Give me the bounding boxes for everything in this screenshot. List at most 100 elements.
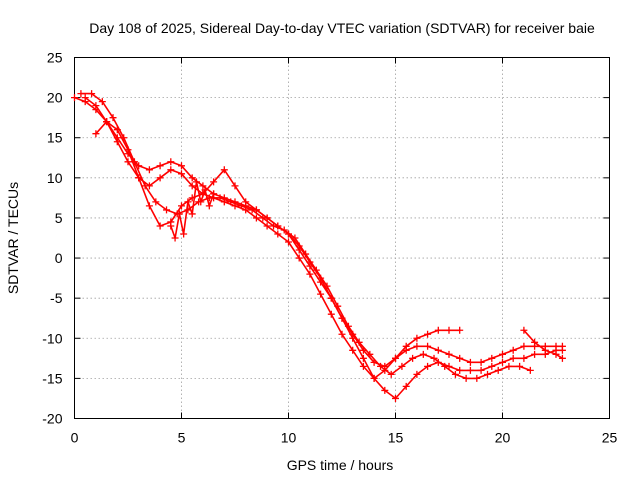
data-point: [424, 342, 432, 350]
data-point: [98, 98, 106, 106]
data-point: [274, 222, 282, 230]
series-line: [95, 120, 461, 380]
y-tick-label: 20: [47, 90, 63, 106]
data-point: [466, 366, 474, 374]
data-point: [192, 178, 200, 186]
data-point: [231, 182, 239, 190]
y-tick-label: -15: [42, 370, 62, 386]
data-point: [327, 294, 335, 302]
data-point: [178, 202, 185, 210]
data-point: [349, 346, 357, 354]
data-point: [445, 350, 453, 358]
chart-title: Day 108 of 2025, Sidereal Day-to-day VTE…: [89, 20, 595, 36]
data-point: [88, 90, 96, 98]
data-point: [109, 114, 117, 122]
y-tick-label: 5: [55, 210, 63, 226]
data-point: [520, 342, 528, 350]
axis-ticks: 0 5 10 15 20 25 -20 -15 -10 -5 0 5 10 15 20 25: [42, 50, 617, 446]
data-point: [156, 162, 164, 170]
data-point: [531, 338, 539, 346]
data-point: [156, 174, 164, 182]
plot-frame: [74, 57, 610, 419]
data-point: [434, 326, 442, 334]
y-tick-label: 0: [55, 250, 63, 266]
data-point: [516, 362, 524, 370]
data-point: [145, 202, 153, 210]
data-point: [178, 170, 185, 178]
data-point: [499, 358, 506, 366]
data-point: [199, 182, 207, 190]
data-point: [477, 366, 485, 374]
x-tick-label: 25: [602, 430, 618, 446]
data-point: [113, 126, 121, 134]
data-point: [197, 198, 205, 206]
data-point: [171, 234, 179, 242]
data-point: [188, 182, 196, 190]
data-point: [445, 326, 453, 334]
data-point: [484, 370, 492, 378]
y-tick-label: 10: [47, 170, 63, 186]
data-point: [434, 346, 442, 354]
series-line: [80, 92, 532, 380]
data-point: [505, 362, 513, 370]
data-point: [220, 166, 228, 174]
x-tick-label: 10: [281, 430, 297, 446]
data-point: [370, 358, 378, 366]
series-group: [71, 90, 566, 402]
data-point: [175, 210, 183, 218]
data-point: [210, 178, 218, 186]
y-tick-label: 25: [47, 50, 63, 66]
data-point: [499, 350, 506, 358]
data-point: [295, 254, 303, 262]
data-point: [220, 198, 228, 206]
data-point: [456, 366, 464, 374]
data-point: [201, 186, 209, 194]
data-point: [113, 138, 121, 146]
data-point: [419, 350, 427, 358]
data-point: [242, 198, 250, 206]
data-point: [466, 358, 474, 366]
data-point: [317, 290, 325, 298]
data-point: [488, 354, 496, 362]
data-point: [370, 374, 378, 382]
data-point: [145, 166, 153, 174]
data-point: [92, 130, 100, 138]
data-point: [402, 382, 410, 390]
data-point: [488, 362, 496, 370]
data-point: [473, 374, 481, 382]
data-point: [520, 326, 528, 334]
data-point: [558, 354, 566, 362]
data-point: [188, 174, 196, 182]
data-point: [188, 210, 196, 218]
data-point: [135, 174, 143, 182]
data-point: [163, 206, 171, 214]
data-point: [456, 326, 464, 334]
data-point: [359, 346, 367, 354]
data-point: [252, 206, 260, 214]
data-point: [349, 330, 357, 338]
data-point: [210, 190, 218, 198]
data-point: [413, 342, 421, 350]
series-track-4: [81, 94, 566, 370]
data-point: [359, 362, 367, 370]
data-point: [263, 222, 271, 230]
data-point: [509, 354, 517, 362]
data-point: [413, 370, 421, 378]
data-point: [252, 214, 260, 222]
data-point: [338, 330, 346, 338]
series-line: [84, 96, 564, 368]
data-point: [295, 242, 303, 250]
data-point: [178, 162, 185, 170]
data-point: [477, 358, 485, 366]
data-point: [359, 354, 367, 362]
data-point: [242, 206, 250, 214]
y-axis-label: SDTVAR / TECUs: [5, 182, 21, 294]
data-point: [285, 230, 292, 238]
data-point: [338, 314, 346, 322]
data-point: [558, 342, 566, 350]
x-tick-label: 0: [71, 430, 79, 446]
data-point: [526, 366, 534, 374]
data-point: [152, 198, 160, 206]
data-point: [184, 198, 192, 206]
data-point: [103, 118, 111, 126]
